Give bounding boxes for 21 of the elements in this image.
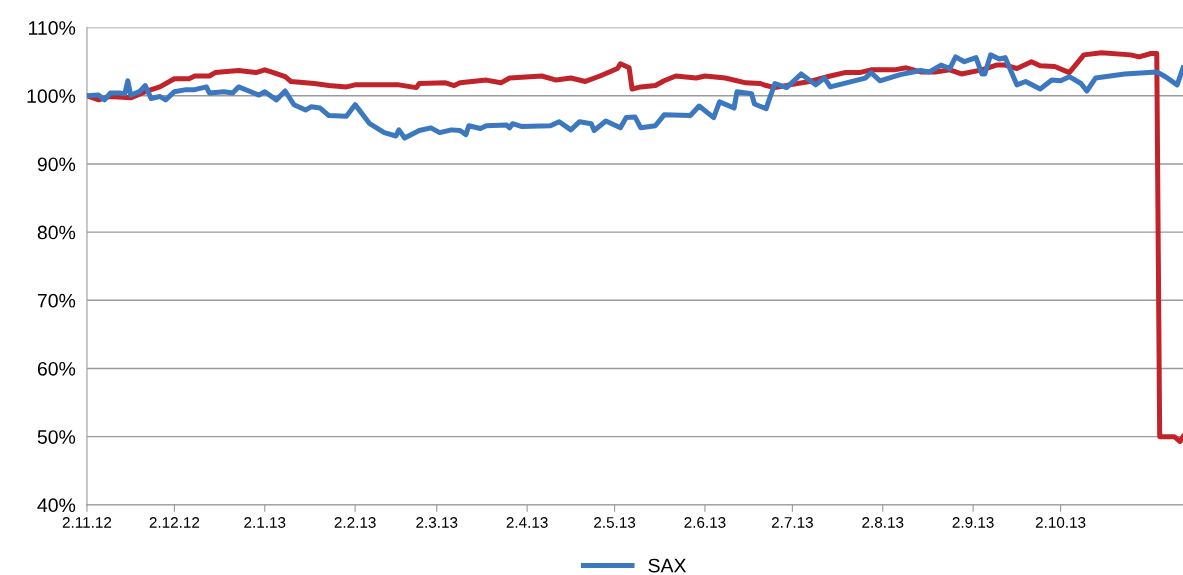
- y-tick-label: 80%: [37, 225, 76, 240]
- x-tick-label: 2.9.13: [952, 517, 994, 528]
- x-tick-label: 2.11.12: [62, 517, 112, 528]
- x-tick-label: 2.7.13: [771, 517, 813, 528]
- x-tick-label: 2.10.13: [1035, 517, 1086, 528]
- x-tick-label: 2.6.13: [684, 517, 726, 528]
- y-tick-label: 110%: [29, 21, 76, 35]
- y-tick-label: 70%: [37, 293, 76, 308]
- x-tick-label: 2.1.13: [244, 517, 286, 528]
- y-tick-label: 40%: [37, 498, 76, 513]
- x-tick-label: 2.5.13: [594, 517, 636, 528]
- y-tick-label: 50%: [37, 430, 76, 444]
- y-tick-label: 60%: [37, 361, 76, 376]
- y-tick-label: 100%: [27, 89, 76, 104]
- x-tick-label: 2.4.13: [506, 517, 548, 528]
- x-tick-label: 2.3.13: [416, 517, 458, 528]
- legend-label: SAX: [648, 558, 687, 573]
- x-tick-label: 2.12.12: [149, 517, 200, 528]
- y-tick-label: 90%: [37, 157, 76, 172]
- x-tick-label: 2.2.13: [334, 517, 376, 528]
- x-tick-label: 2.8.13: [862, 517, 904, 528]
